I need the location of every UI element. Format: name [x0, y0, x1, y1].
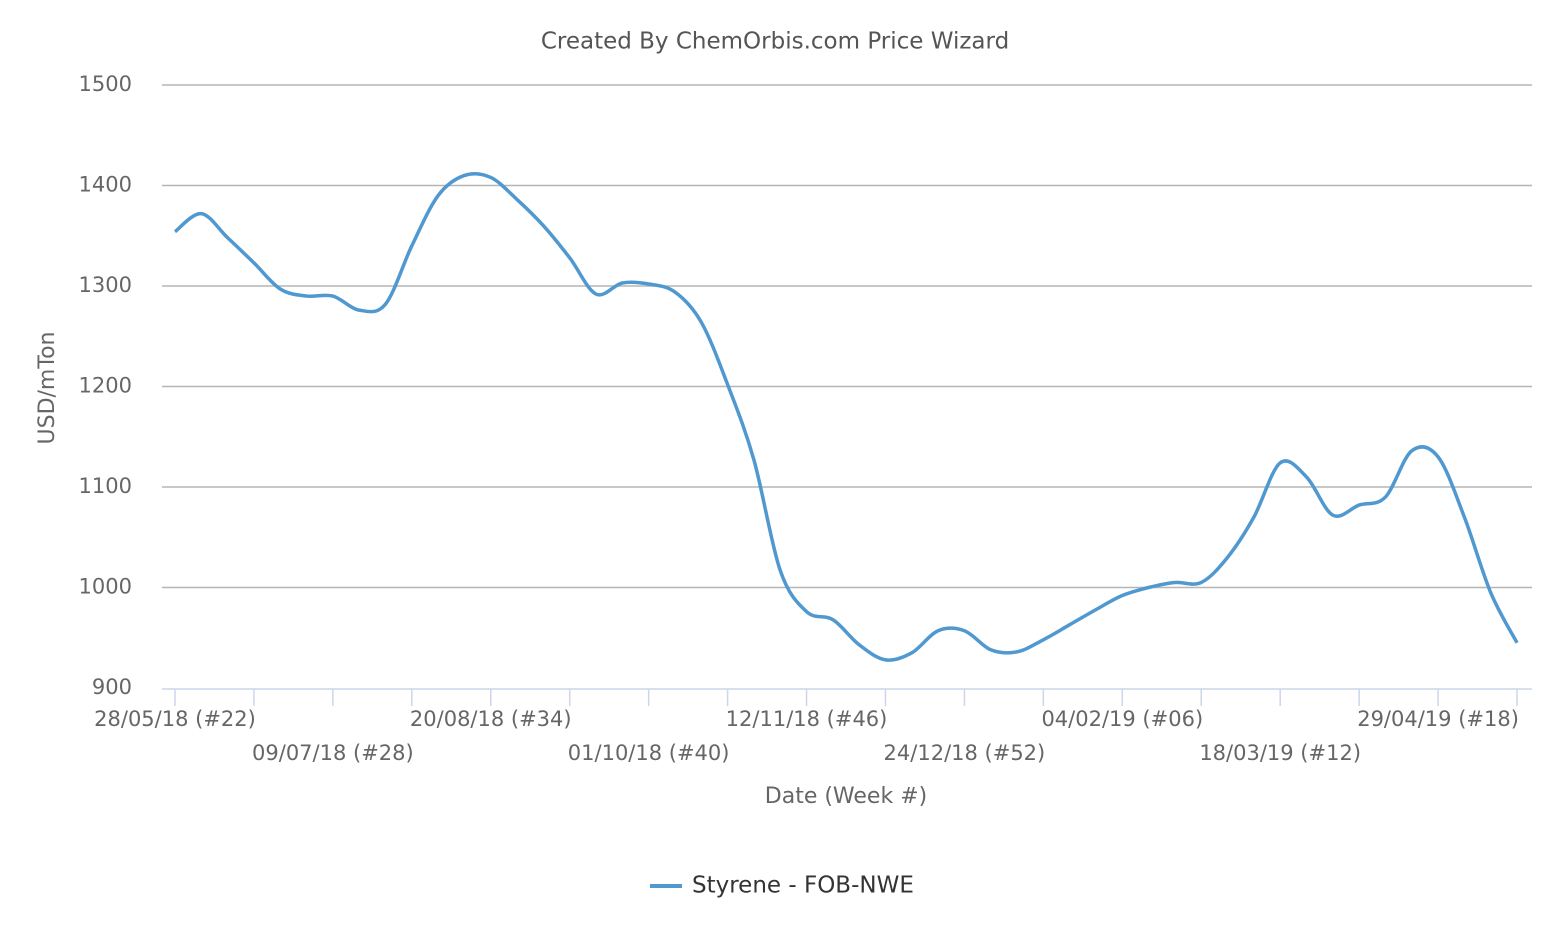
line-series: [173, 171, 1519, 662]
chart-title: Created By ChemOrbis.com Price Wizard: [541, 29, 1009, 55]
x-tick-label: 24/12/18 (#52): [884, 741, 1046, 765]
y-tick-label: 1000: [79, 575, 132, 599]
x-tick-label: 18/03/19 (#12): [1199, 741, 1361, 765]
x-tick-label: 09/07/18 (#28): [252, 741, 414, 765]
y-tick-label: 1200: [79, 374, 132, 398]
y-tick-label: 1400: [79, 173, 132, 197]
x-tick-label: 01/10/18 (#40): [568, 741, 730, 765]
x-tick-label: 12/11/18 (#46): [726, 707, 888, 731]
y-axis-title: USD/mTon: [35, 332, 60, 445]
x-tick-label: 29/04/19 (#18): [1357, 707, 1519, 731]
x-tick-label: 28/05/18 (#22): [94, 707, 256, 731]
y-tick-label: 900: [92, 675, 132, 699]
y-tick-label: 1300: [79, 273, 132, 297]
y-tick-label: 1500: [79, 72, 132, 96]
x-tick-label: 04/02/19 (#06): [1041, 707, 1203, 731]
x-axis-title: Date (Week #): [765, 784, 927, 809]
x-tick-label: 20/08/18 (#34): [410, 707, 572, 731]
legend-label: Styrene - FOB-NWE: [692, 873, 914, 899]
y-tick-label: 1100: [79, 474, 132, 498]
